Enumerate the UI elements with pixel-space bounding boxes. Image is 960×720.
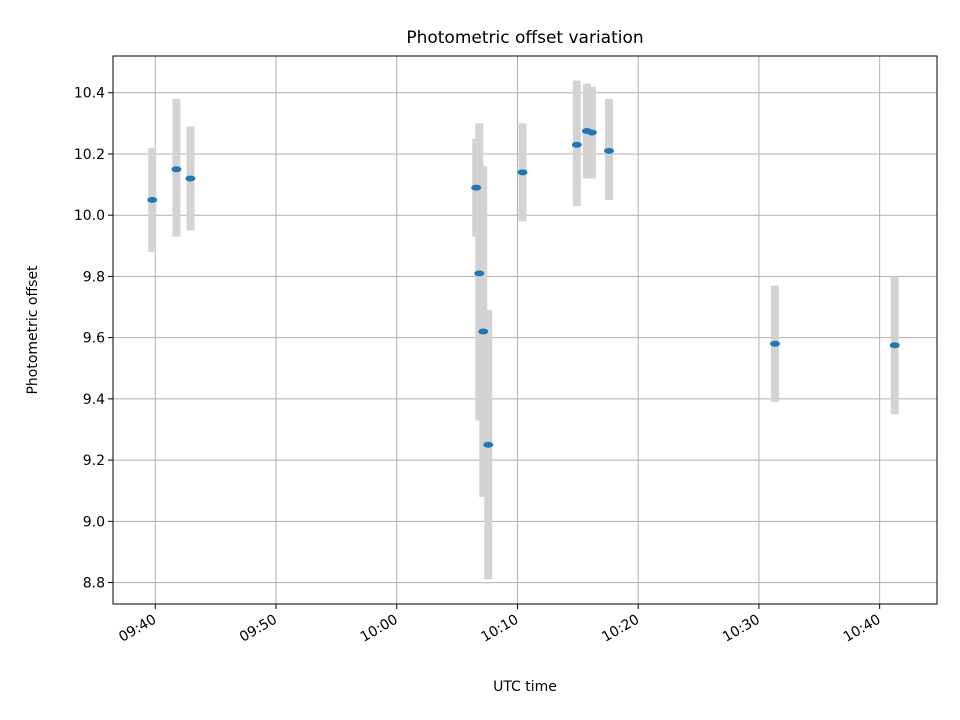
chart-title: Photometric offset variation bbox=[406, 28, 643, 48]
y-axis-ticks: 8.8 9.0 9.2 9.4 9.6 9.8 10.0 10.2 10.4 bbox=[74, 86, 113, 592]
y-axis-label: Photometric offset bbox=[25, 265, 41, 395]
y-tick-label: 9.0 bbox=[83, 514, 105, 530]
x-axis-label: UTC time bbox=[493, 679, 557, 695]
data-point bbox=[517, 169, 528, 176]
y-tick-label: 9.8 bbox=[83, 269, 105, 285]
x-tick-label: 10:20 bbox=[599, 612, 642, 646]
y-tick-label: 9.4 bbox=[83, 392, 105, 408]
data-point bbox=[604, 147, 615, 154]
data-point bbox=[471, 184, 482, 191]
data-point bbox=[571, 141, 582, 148]
x-tick-label: 10:00 bbox=[358, 612, 401, 646]
data-point bbox=[147, 196, 158, 203]
x-tick-label: 10:10 bbox=[479, 612, 522, 646]
y-tick-label: 10.4 bbox=[74, 86, 105, 102]
data-point bbox=[185, 175, 196, 182]
y-tick-label: 10.0 bbox=[74, 208, 105, 224]
data-point bbox=[474, 270, 485, 277]
y-tick-label: 10.2 bbox=[74, 147, 105, 163]
x-tick-label: 10:40 bbox=[841, 612, 884, 646]
y-tick-label: 9.2 bbox=[83, 453, 105, 469]
data-point bbox=[889, 342, 900, 349]
data-point bbox=[586, 129, 597, 136]
data-point bbox=[478, 328, 489, 335]
y-tick-label: 8.8 bbox=[83, 576, 105, 592]
x-axis-ticks: 09:40 09:50 10:00 10:10 10:20 10:30 10:40 bbox=[116, 604, 884, 646]
x-tick-label: 09:50 bbox=[237, 612, 280, 646]
error-bars bbox=[148, 80, 899, 580]
data-point bbox=[483, 441, 494, 448]
x-tick-label: 10:30 bbox=[720, 612, 763, 646]
data-points bbox=[147, 128, 900, 448]
data-point bbox=[770, 340, 781, 347]
y-tick-label: 9.6 bbox=[83, 331, 105, 347]
data-point bbox=[171, 166, 182, 173]
plot-frame bbox=[112, 55, 938, 605]
x-tick-label: 09:40 bbox=[116, 612, 159, 646]
